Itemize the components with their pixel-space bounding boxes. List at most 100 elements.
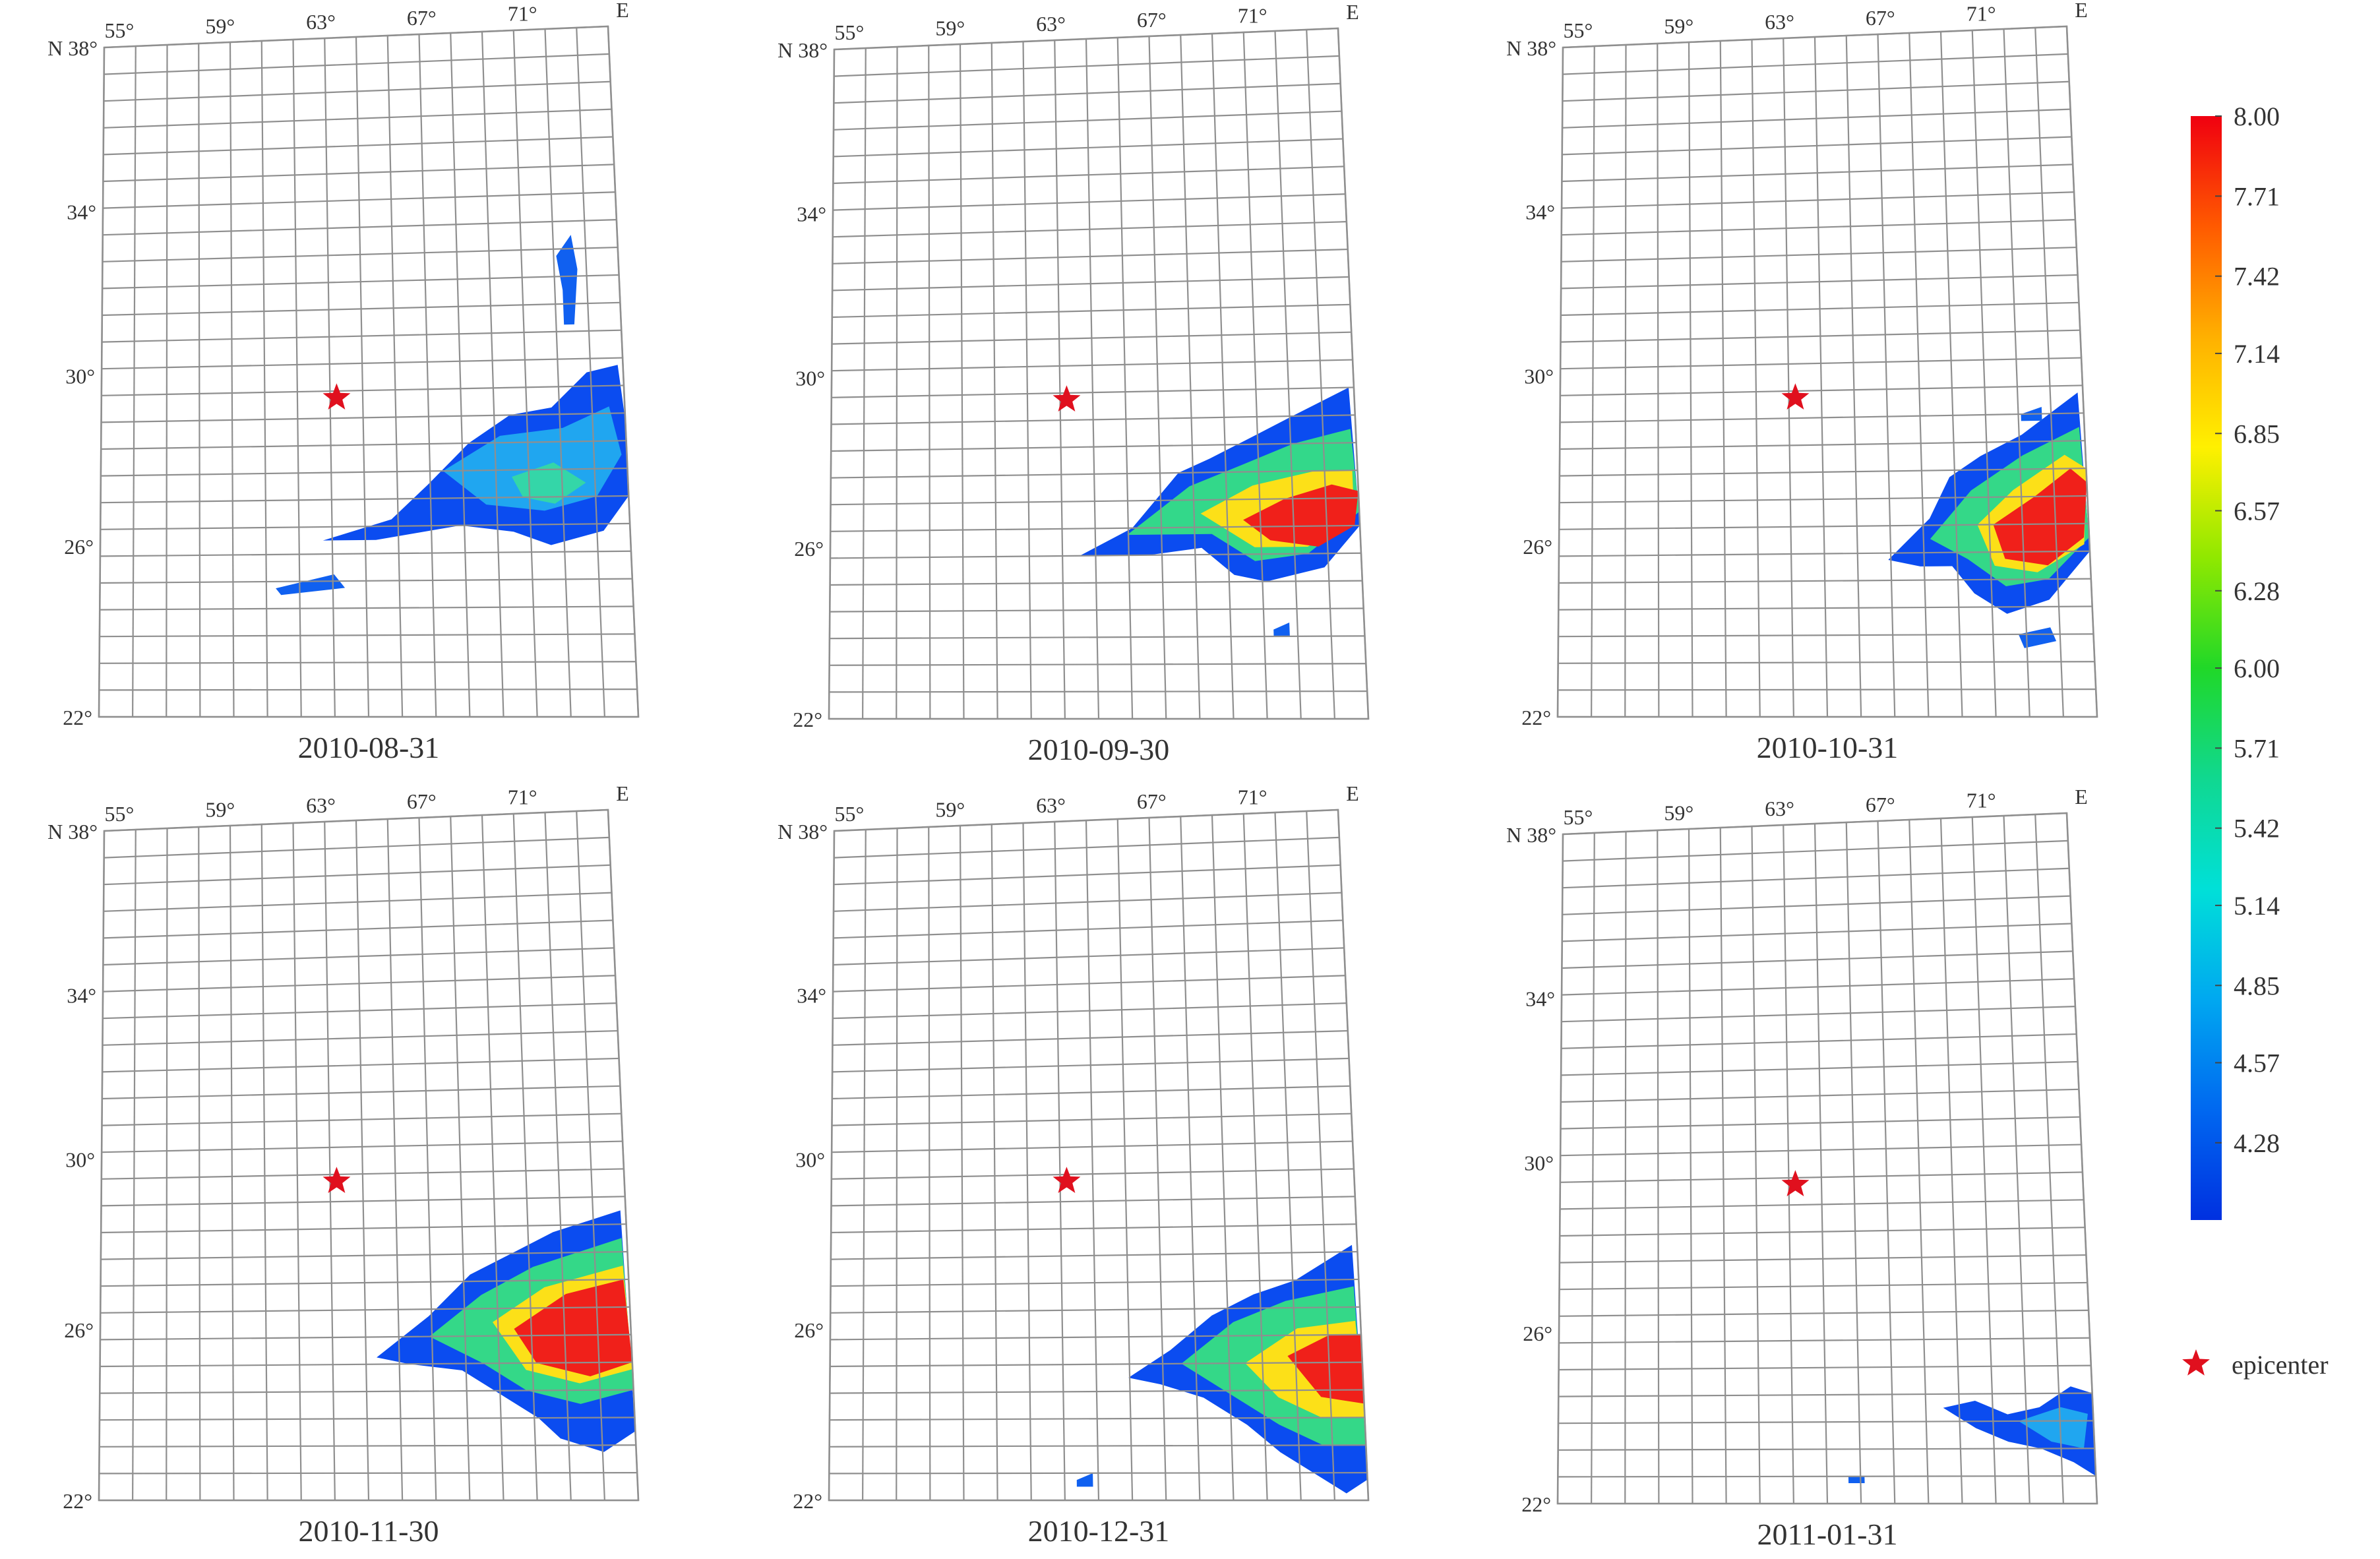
parallel-line: [831, 1168, 1354, 1180]
parallel-line: [1558, 1420, 2094, 1424]
meridian-line: [1085, 820, 1100, 1501]
longitude-label: 63°: [1036, 793, 1066, 817]
meridian-line: [1116, 818, 1134, 1501]
parallel-line: [832, 1113, 1352, 1126]
parallel-line: [830, 1389, 1364, 1394]
epicenter-star-icon: [322, 1167, 351, 1193]
epicenter-star-icon: [1053, 1167, 1081, 1193]
longitude-suffix: E: [1346, 781, 1359, 805]
meridian-line: [2003, 815, 2030, 1504]
meridian-line: [1814, 823, 1829, 1504]
meridian-line: [1783, 824, 1794, 1504]
longitude-label: 59°: [205, 798, 235, 822]
meridian-line: [1211, 33, 1235, 719]
parallel-line: [1560, 1144, 2082, 1157]
graticule: [828, 809, 1370, 1502]
parallel-line: [1561, 219, 2075, 236]
parallel-line: [1558, 1448, 2095, 1451]
longitude-label: 59°: [1664, 15, 1693, 38]
latitude-label: 26°: [1523, 535, 1552, 559]
parallel-line: [100, 467, 628, 477]
parallel-line: [1558, 605, 2092, 611]
latitude-label: 30°: [1524, 1151, 1554, 1175]
map-date-caption: 2011-01-31: [1757, 1517, 1898, 1551]
parallel-line: [831, 386, 1354, 398]
meridian-line: [386, 35, 404, 718]
meridian-line: [229, 825, 235, 1501]
meridian-line: [355, 36, 370, 718]
parallel-line: [102, 274, 619, 290]
anomaly-region: [2018, 1407, 2088, 1449]
colorbar-tick-label: 6.57: [2234, 496, 2280, 526]
latitude-label: 30°: [795, 366, 825, 390]
parallel-line: [100, 1278, 629, 1287]
parallel-line: [834, 864, 1341, 886]
meridian-line: [418, 34, 437, 718]
parallel-line: [1559, 1309, 2089, 1317]
graticule: [828, 27, 1370, 720]
parallel-line: [833, 947, 1345, 966]
meridian-line: [512, 813, 538, 1501]
latitude-label: N 38°: [778, 38, 828, 62]
parallel-line: [830, 1278, 1359, 1287]
latitude-label: 30°: [1524, 364, 1554, 388]
latitude-label: 34°: [1525, 987, 1555, 1011]
meridian-line: [928, 45, 931, 719]
meridian-line: [1211, 814, 1235, 1501]
map-date-caption: 2010-11-30: [299, 1514, 439, 1548]
parallel-line: [830, 1361, 1362, 1368]
legend: epicenter: [2182, 1349, 2329, 1380]
parallel-line: [102, 1140, 623, 1153]
meridian-line: [481, 31, 504, 718]
meridian-line: [1908, 819, 1930, 1504]
colorbar-tick-label: 4.85: [2234, 971, 2280, 1000]
parallel-line: [100, 522, 630, 530]
parallel-line: [1562, 840, 2068, 862]
latitude-label: 22°: [1521, 706, 1551, 729]
meridian-line: [292, 822, 302, 1501]
meridian-line: [1148, 36, 1167, 719]
parallel-line: [829, 663, 1366, 666]
latitude-label: 26°: [794, 1318, 824, 1342]
map-panel: N 38° 34° 30° 26° 22° 55° 59° 63° 67° 71° E 2011-01…: [1506, 785, 2098, 1551]
parallel-line: [1562, 950, 2073, 969]
parallel-line: [100, 1361, 632, 1368]
meridian-line: [1054, 821, 1066, 1501]
parallel-line: [103, 191, 616, 209]
map-panels: N 38° 34° 30° 26° 22° 55° 59° 63° 67° 71° E 2010-08…: [47, 0, 2098, 1551]
parallel-line: [832, 359, 1353, 372]
longitude-label: 55°: [1564, 805, 1593, 829]
longitude-suffix: E: [616, 781, 629, 805]
longitude-label: 67°: [1866, 6, 1895, 30]
meridian-line: [1971, 816, 1997, 1504]
meridian-line: [1022, 822, 1032, 1501]
parallel-line: [833, 975, 1346, 993]
meridian-line: [1688, 42, 1693, 718]
parallel-line: [832, 276, 1349, 291]
longitude-label: 67°: [1866, 793, 1895, 816]
legend-epicenter-label: epicenter: [2232, 1350, 2329, 1380]
latitude-label: 22°: [1521, 1492, 1551, 1516]
meridian-line: [2034, 814, 2064, 1504]
parallel-line: [103, 947, 615, 966]
meridian-line: [862, 47, 867, 719]
parallel-line: [100, 605, 634, 611]
parallel-line: [831, 442, 1357, 452]
parallel-line: [99, 1444, 636, 1448]
parallel-line: [1560, 1199, 2084, 1210]
parallel-line: [100, 550, 631, 557]
parallel-line: [101, 1223, 626, 1234]
meridian-line: [1085, 38, 1100, 719]
parallel-line: [830, 497, 1359, 506]
meridian-line: [1591, 832, 1595, 1504]
anomaly-region: [512, 462, 586, 504]
parallel-line: [830, 580, 1362, 586]
longitude-label: 55°: [835, 20, 865, 44]
longitude-label: 67°: [1137, 789, 1167, 813]
parallel-line: [102, 1029, 618, 1046]
longitude-label: 55°: [105, 18, 135, 42]
meridian-line: [1845, 35, 1862, 718]
map-panel: N 38° 34° 30° 26° 22° 55° 59° 63° 67° 71° E 2010-12…: [778, 781, 1370, 1548]
meridian-line: [1274, 30, 1302, 719]
